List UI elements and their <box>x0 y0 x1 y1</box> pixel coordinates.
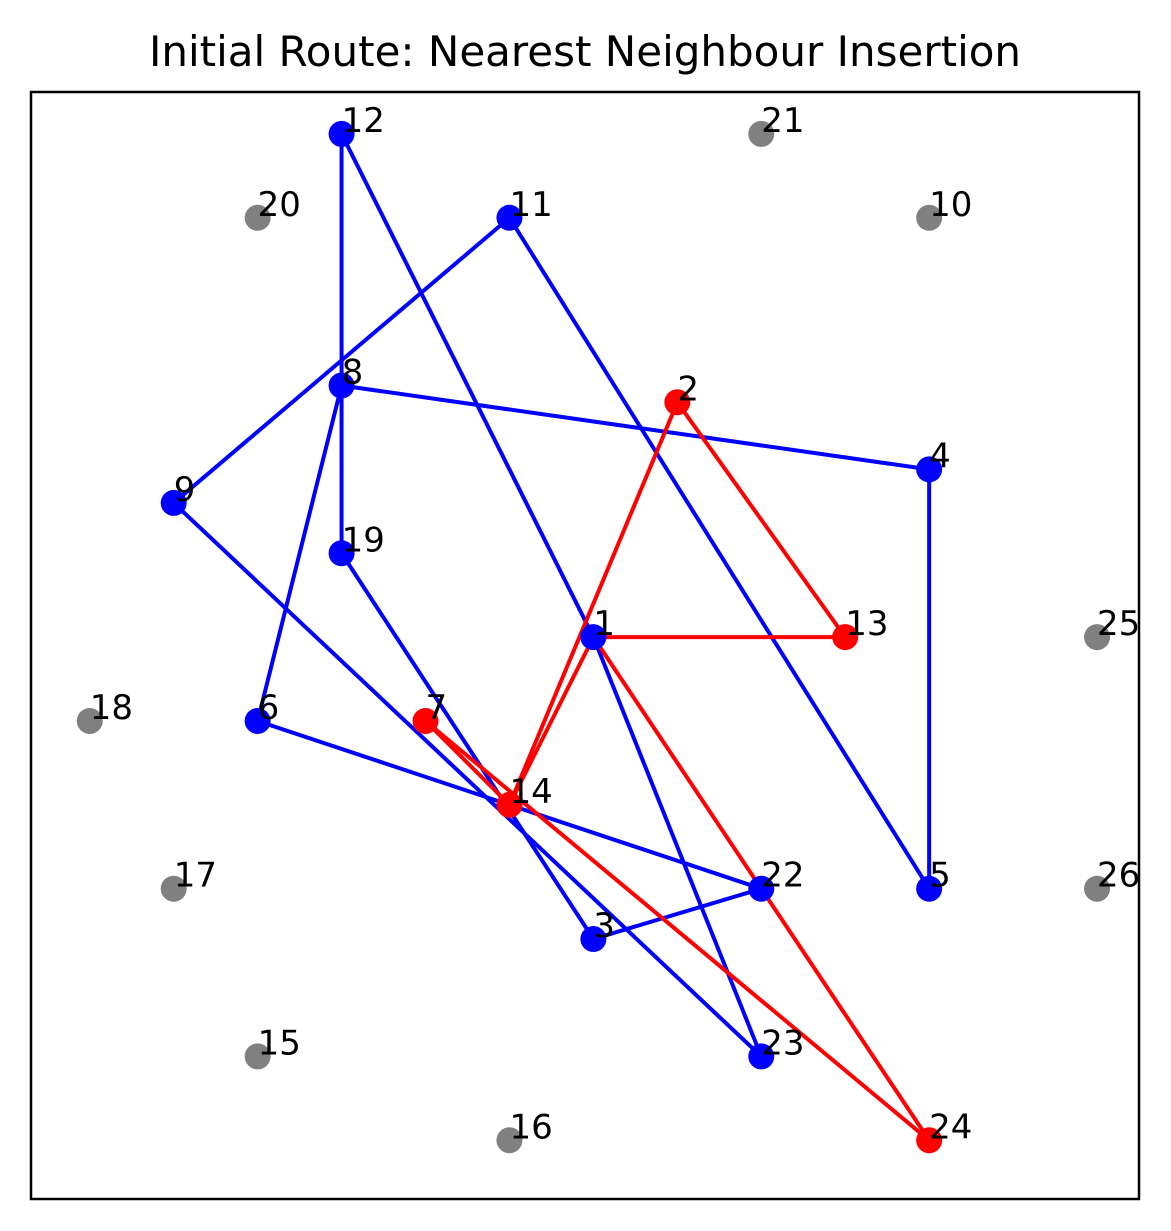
node-21 <box>748 120 775 147</box>
node-22 <box>748 875 775 902</box>
route-edge-13-2 <box>675 400 848 640</box>
node-14 <box>496 791 523 818</box>
node-label-17: 17 <box>174 856 217 896</box>
node-10 <box>916 204 943 231</box>
node-label-19: 19 <box>342 520 385 560</box>
node-label-6: 6 <box>258 688 280 728</box>
route-edge-2-14 <box>507 400 680 807</box>
node-label-9: 9 <box>174 470 196 510</box>
node-label-12: 12 <box>342 101 385 141</box>
node-label-7: 7 <box>426 688 448 728</box>
node-label-16: 16 <box>509 1107 552 1147</box>
node-16 <box>496 1127 523 1154</box>
node-label-20: 20 <box>258 185 301 225</box>
route-edge-14-1 <box>507 635 596 807</box>
route-edge-6-8 <box>255 383 344 723</box>
node-label-8: 8 <box>342 353 364 393</box>
route-edge-24-7 <box>423 718 932 1143</box>
node-label-5: 5 <box>929 856 951 896</box>
node-label-3: 3 <box>593 906 615 946</box>
route-nodes <box>76 120 1111 1154</box>
node-label-11: 11 <box>509 185 552 225</box>
node-5 <box>916 875 943 902</box>
route-edge-11-9 <box>171 215 512 505</box>
node-12 <box>328 120 355 147</box>
node-label-21: 21 <box>761 101 804 141</box>
plot-frame <box>29 90 1141 1201</box>
node-8 <box>328 372 355 399</box>
node-3 <box>580 926 607 953</box>
node-label-10: 10 <box>929 185 972 225</box>
node-6 <box>244 707 271 734</box>
node-label-23: 23 <box>761 1023 804 1063</box>
node-7 <box>412 707 439 734</box>
node-9 <box>160 489 187 516</box>
node-25 <box>1084 624 1111 651</box>
chart-title: Initial Route: Nearest Neighbour Inserti… <box>149 27 1021 76</box>
node-23 <box>748 1043 775 1070</box>
node-13 <box>832 624 859 651</box>
node-label-1: 1 <box>593 604 615 644</box>
route-edge-8-4 <box>339 383 932 472</box>
node-15 <box>244 1043 271 1070</box>
node-label-22: 22 <box>761 856 804 896</box>
node-label-4: 4 <box>929 436 951 476</box>
node-17 <box>160 875 187 902</box>
route-edge-23-1 <box>591 635 764 1059</box>
node-label-25: 25 <box>1097 604 1140 644</box>
route-edge-1-12 <box>339 131 596 640</box>
node-24 <box>916 1127 943 1154</box>
node-19 <box>328 540 355 567</box>
route-edge-19-3 <box>339 551 596 942</box>
node-18 <box>76 707 103 734</box>
node-label-2: 2 <box>677 369 699 409</box>
node-label-13: 13 <box>845 604 888 644</box>
route-edge-5-11 <box>507 215 932 891</box>
node-label-26: 26 <box>1097 856 1140 896</box>
route-edges <box>171 131 932 1143</box>
node-label-15: 15 <box>258 1023 301 1063</box>
node-26 <box>1084 875 1111 902</box>
node-label-18: 18 <box>90 688 133 728</box>
route-edge-7-14 <box>423 718 512 807</box>
node-11 <box>496 204 523 231</box>
node-4 <box>916 456 943 483</box>
node-label-24: 24 <box>929 1107 972 1147</box>
node-2 <box>664 389 691 416</box>
route-edge-3-22 <box>591 886 764 942</box>
node-20 <box>244 204 271 231</box>
node-1 <box>580 624 607 651</box>
route-edge-9-23 <box>171 500 764 1059</box>
node-label-14: 14 <box>509 772 552 812</box>
